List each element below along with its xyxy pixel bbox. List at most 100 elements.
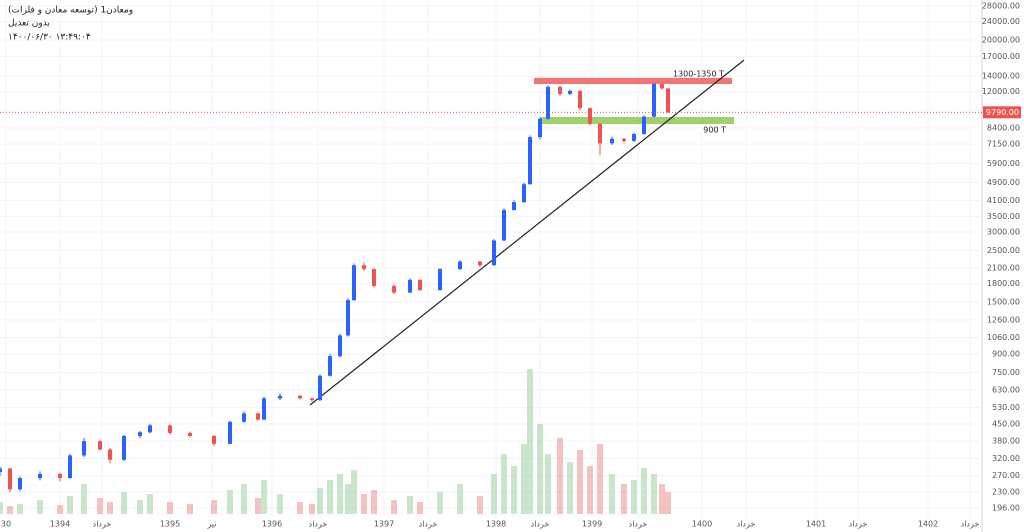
x-tick-label: 30 (1, 520, 11, 529)
y-tick-label: 14000.00 (982, 72, 1020, 81)
timestamp: ۱۴۰۰/۰۶/۳۰ ۱۳:۴۹:۰۴ (8, 33, 91, 43)
x-tick-label: خرداد (737, 520, 756, 529)
candle-body (408, 279, 412, 293)
volume-bar (641, 468, 647, 514)
volume-bar (651, 474, 657, 514)
y-tick-label: 1800.00 (987, 279, 1020, 288)
volume-bar (17, 504, 23, 514)
candle-body (546, 86, 550, 119)
candle-body (148, 425, 152, 433)
y-tick-label: 900.00 (992, 349, 1020, 358)
x-tick-label: خرداد (531, 520, 550, 529)
volume-bar (577, 450, 583, 514)
y-tick-label: 230.00 (992, 487, 1020, 496)
volume-bar (255, 498, 261, 514)
y-tick-label: 20000.00 (982, 36, 1020, 45)
candle-body (642, 116, 646, 135)
candle-body (310, 398, 314, 401)
candle-body (58, 473, 62, 479)
y-tick-label: 12000.00 (982, 87, 1020, 96)
volume-bar (297, 502, 303, 514)
candle-body (478, 261, 482, 266)
x-tick-label: خرداد (309, 520, 328, 529)
candle-body (418, 279, 422, 291)
candle-body (458, 261, 462, 270)
y-tick-label: 196.00 (992, 504, 1020, 513)
y-tick-label: 450.00 (992, 420, 1020, 429)
y-tick-label: 530.00 (992, 403, 1020, 412)
plot: 1300-1350 T 900 T (0, 59, 982, 514)
volume-bar (527, 369, 533, 514)
volume-bar (227, 490, 233, 514)
volume-bar (107, 502, 113, 514)
candle-body (278, 395, 282, 399)
volume-bar (491, 474, 497, 514)
y-tick-label: 3500.00 (987, 212, 1020, 221)
volume-bar (137, 500, 143, 514)
candle-body (8, 468, 12, 490)
candle-body (362, 265, 366, 270)
candle-body (108, 449, 112, 460)
y-tick-label: 17000.00 (982, 52, 1020, 61)
y-tick-label: 7150.00 (987, 140, 1020, 149)
volume-bar (97, 498, 103, 514)
candle-body (528, 137, 532, 185)
zone-label: 1300-1350 T (673, 69, 724, 78)
volume-bar (521, 444, 527, 514)
y-tick-label: 3000.00 (987, 228, 1020, 237)
candle-body (632, 134, 636, 141)
volume-bar (277, 494, 283, 514)
candle-body (660, 83, 664, 89)
volume-bar (631, 480, 637, 514)
volume-bar (327, 480, 333, 514)
candle-body (352, 265, 356, 301)
candle-body (652, 83, 656, 117)
candle-body (538, 118, 542, 138)
volume-bar (407, 496, 413, 514)
volume-bar (511, 466, 517, 514)
y-tick-label: 4100.00 (987, 196, 1020, 205)
candle-body (98, 441, 102, 450)
candle-body (346, 300, 350, 336)
y-tick-label: 2100.00 (987, 264, 1020, 273)
zone (534, 77, 732, 85)
y-tick-label: 1060.00 (987, 333, 1020, 342)
x-tick-label: 1399 (582, 520, 602, 529)
candle-body (242, 413, 246, 422)
y-tick-label: 28000.00 (982, 1, 1020, 10)
candle-body (558, 86, 562, 94)
volume-bar (557, 438, 563, 514)
volume-bar (371, 490, 377, 514)
y-tick-label: 750.00 (992, 368, 1020, 377)
x-tick-label: 1396 (262, 520, 282, 529)
y-tick-label: 24000.00 (982, 17, 1020, 26)
volume-bar (211, 500, 217, 514)
last-price-box (983, 106, 1021, 119)
y-tick-label: 2500.00 (987, 246, 1020, 255)
candle-body (256, 413, 260, 420)
x-tick-label: خرداد (961, 520, 980, 529)
x-tick-label: 1398 (486, 520, 506, 529)
candle-body (512, 202, 516, 210)
candle-body (578, 90, 582, 109)
trendline (309, 59, 745, 406)
x-tick-label: 1402 (918, 520, 938, 529)
candle-body (392, 286, 396, 293)
volume-bar (437, 492, 443, 514)
candle-body (328, 356, 332, 376)
volume-bar (187, 504, 193, 514)
volume-bar (391, 500, 397, 514)
volume-bar (67, 496, 73, 514)
candle-body (68, 455, 72, 479)
candle-body (18, 478, 22, 490)
volume-bar (121, 492, 127, 514)
candle-body (122, 435, 126, 460)
x-tick-label: خرداد (629, 520, 648, 529)
volume-bar (337, 474, 343, 514)
volume-bar (537, 424, 543, 514)
volume-bar (147, 494, 153, 514)
x-tick-label: 1395 (160, 520, 180, 529)
volume-bar (659, 484, 665, 514)
zone (540, 116, 734, 125)
volume-bar (361, 494, 367, 514)
